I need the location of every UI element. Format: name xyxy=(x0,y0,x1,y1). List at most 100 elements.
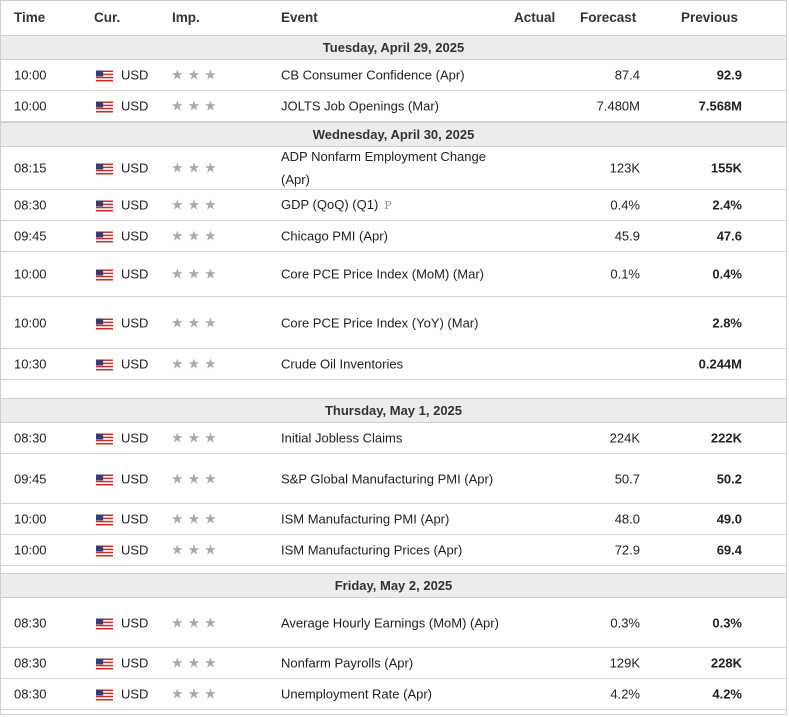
event-name[interactable]: ISM Manufacturing PMI (Apr) xyxy=(281,508,511,531)
importance-stars: ★★★ xyxy=(171,67,221,84)
event-time: 08:30 xyxy=(14,430,47,446)
event-name[interactable]: Core PCE Price Index (YoY) (Mar) xyxy=(281,311,511,334)
us-flag-icon xyxy=(96,269,113,281)
event-name[interactable]: Initial Jobless Claims xyxy=(281,427,511,450)
event-name-text[interactable]: Initial Jobless Claims xyxy=(281,430,403,446)
forecast-value: 72.9 xyxy=(614,542,640,558)
table-row[interactable]: 08:15 USD ★★★ ADP Nonfarm Employment Change… xyxy=(1,147,786,190)
event-name-text[interactable]: GDP (QoQ) (Q1) xyxy=(281,197,379,212)
forecast-value: 45.9 xyxy=(614,228,640,244)
star-icon: ★ xyxy=(204,685,221,702)
previous-value: 0.4% xyxy=(712,266,742,282)
table-row[interactable]: 10:30 USD ★★★ Crude Oil Inventories 0.244M xyxy=(1,349,786,380)
event-time: 08:30 xyxy=(14,655,47,671)
importance-stars: ★★★ xyxy=(171,197,221,214)
table-row[interactable]: 10:00 USD ★★★ JOLTS Job Openings (Mar) 7.480… xyxy=(1,91,786,122)
table-row[interactable]: 10:00 USD ★★★ ISM Manufacturing Prices (Apr… xyxy=(1,535,786,566)
table-row[interactable]: 09:45 USD ★★★ Chicago PMI (Apr) 45.9 47.6 xyxy=(1,221,786,252)
event-name[interactable]: Chicago PMI (Apr) xyxy=(281,225,511,248)
star-icon: ★ xyxy=(171,97,188,114)
event-name[interactable]: CB Consumer Confidence (Apr) xyxy=(281,64,511,87)
event-name-text[interactable]: Nonfarm Payrolls (Apr) xyxy=(281,655,414,671)
currency-code: USD xyxy=(121,228,149,244)
event-time: 08:15 xyxy=(14,160,47,176)
event-name[interactable]: GDP (QoQ) (Q1) P xyxy=(281,193,511,217)
table-row[interactable]: 08:30 USD ★★★ Nonfarm Payrolls (Apr) 129K 228… xyxy=(1,648,786,679)
previous-value: 4.2% xyxy=(712,686,742,702)
event-time: 10:00 xyxy=(14,98,47,114)
event-name[interactable]: Core PCE Price Index (MoM) (Mar) xyxy=(281,263,511,286)
previous-value: 2.8% xyxy=(712,315,742,330)
star-icon: ★ xyxy=(204,314,221,330)
table-row[interactable]: 08:30 USD ★★★ Average Hourly Earnings (MoM)… xyxy=(1,598,786,648)
event-name[interactable]: ADP Nonfarm Employment Change (Apr) xyxy=(281,145,511,191)
event-name[interactable]: Nonfarm Payrolls (Apr) xyxy=(281,652,511,675)
table-row[interactable]: 10:00 USD ★★★ ISM Manufacturing PMI (Apr) 48… xyxy=(1,504,786,535)
event-name-text[interactable]: ISM Manufacturing Prices (Apr) xyxy=(281,542,463,558)
event-name-text[interactable]: JOLTS Job Openings (Mar) xyxy=(281,98,439,114)
star-icon: ★ xyxy=(187,685,205,702)
event-name[interactable]: S&P Global Manufacturing PMI (Apr) xyxy=(281,467,511,490)
importance-stars: ★★★ xyxy=(171,614,221,631)
previous-value: 0.244M xyxy=(698,356,742,372)
forecast-value: 48.0 xyxy=(614,511,640,527)
us-flag-icon xyxy=(96,658,113,670)
us-flag-icon xyxy=(96,545,113,557)
star-icon: ★ xyxy=(187,196,205,213)
table-row[interactable]: 10:00 USD ★★★ CB Consumer Confidence (Apr) 8… xyxy=(1,60,786,91)
event-name-text[interactable]: Crude Oil Inventories xyxy=(281,356,404,372)
event-time: 10:00 xyxy=(14,315,47,330)
event-name-text[interactable]: Core PCE Price Index (YoY) (Mar) xyxy=(281,315,479,330)
event-name-text[interactable]: Average Hourly Earnings (MoM) (Apr) xyxy=(281,615,499,630)
event-name-text[interactable]: CB Consumer Confidence (Apr) xyxy=(281,67,465,83)
event-name-text[interactable]: Unemployment Rate (Apr) xyxy=(281,686,432,702)
event-name-text[interactable]: ISM Manufacturing PMI (Apr) xyxy=(281,511,450,527)
day-header: Tuesday, April 29, 2025 xyxy=(1,35,786,60)
table-row[interactable]: 08:30 USD ★★★ Initial Jobless Claims 224K 222… xyxy=(1,423,786,454)
forecast-value: 0.1% xyxy=(610,266,640,282)
currency-code: USD xyxy=(121,542,149,558)
event-name-text[interactable]: ADP Nonfarm Employment Change (Apr) xyxy=(281,149,486,187)
col-currency-header[interactable]: Cur. xyxy=(94,10,121,25)
currency-code: USD xyxy=(121,266,149,282)
col-previous-header[interactable]: Previous xyxy=(681,10,739,25)
table-row[interactable]: 09:45 USD ★★★ S&P Global Manufacturing PMI … xyxy=(1,454,786,504)
star-icon: ★ xyxy=(187,654,205,671)
us-flag-icon xyxy=(96,473,113,486)
table-header: Time Cur. Imp. Event Actual Forecast Pre… xyxy=(1,1,786,35)
importance-stars: ★★★ xyxy=(171,655,221,672)
star-icon: ★ xyxy=(204,429,221,446)
col-time-header[interactable]: Time xyxy=(14,10,46,25)
previous-value: 69.4 xyxy=(716,542,742,558)
event-time: 09:45 xyxy=(14,228,47,244)
event-name[interactable]: Crude Oil Inventories xyxy=(281,353,511,376)
previous-value: 92.9 xyxy=(716,67,742,83)
previous-value: 49.0 xyxy=(716,511,742,527)
table-row[interactable]: 08:30 USD ★★★ GDP (QoQ) (Q1) P 0.4% 2.4% xyxy=(1,190,786,221)
currency-code: USD xyxy=(121,160,149,176)
event-name[interactable]: JOLTS Job Openings (Mar) xyxy=(281,95,511,118)
star-icon: ★ xyxy=(204,470,221,486)
table-row[interactable]: 10:00 USD ★★★ Core PCE Price Index (MoM) (M… xyxy=(1,252,786,297)
col-event-header[interactable]: Event xyxy=(281,10,318,25)
event-name-text[interactable]: S&P Global Manufacturing PMI (Apr) xyxy=(281,471,494,486)
event-name-text[interactable]: Chicago PMI (Apr) xyxy=(281,228,388,244)
star-icon: ★ xyxy=(187,159,205,176)
event-name[interactable]: Unemployment Rate (Apr) xyxy=(281,683,511,706)
event-name[interactable]: Average Hourly Earnings (MoM) (Apr) xyxy=(281,611,511,634)
star-icon: ★ xyxy=(204,654,221,671)
preliminary-icon: P xyxy=(384,199,392,212)
col-forecast-header[interactable]: Forecast xyxy=(580,10,637,25)
table-row[interactable]: 08:30 USD ★★★ Unemployment Rate (Apr) 4.2% 4.… xyxy=(1,679,786,710)
event-name-text[interactable]: Core PCE Price Index (MoM) (Mar) xyxy=(281,266,484,282)
star-icon: ★ xyxy=(204,196,221,213)
col-importance-header[interactable]: Imp. xyxy=(172,10,200,25)
day-header: Thursday, May 1, 2025 xyxy=(1,398,786,423)
event-time: 10:30 xyxy=(14,356,47,372)
day-header: Wednesday, April 30, 2025 xyxy=(1,122,786,147)
us-flag-icon xyxy=(96,617,113,630)
col-actual-header[interactable]: Actual xyxy=(514,10,556,25)
table-row[interactable]: 10:00 USD ★★★ Core PCE Price Index (YoY) (M… xyxy=(1,297,786,349)
star-icon: ★ xyxy=(187,355,205,372)
event-name[interactable]: ISM Manufacturing Prices (Apr) xyxy=(281,539,511,562)
